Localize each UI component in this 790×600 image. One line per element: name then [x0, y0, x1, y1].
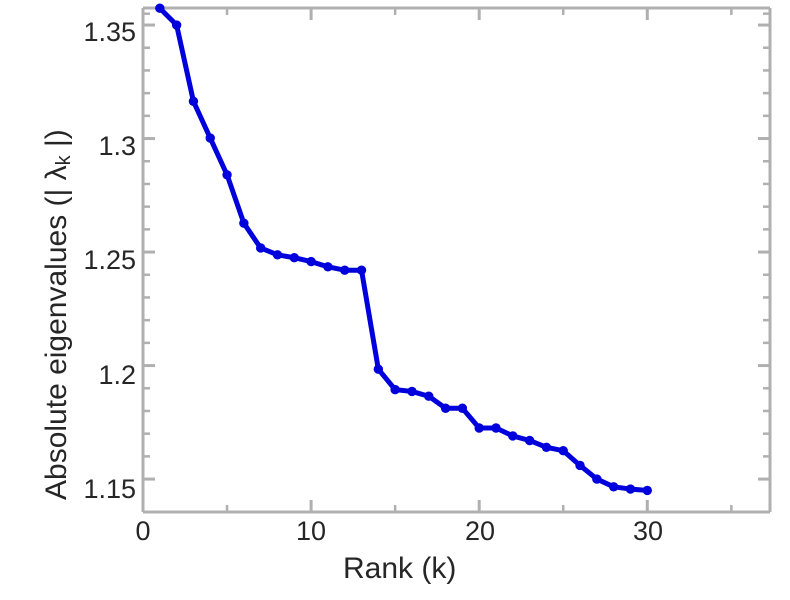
- x-axis-label: Rank (k): [343, 552, 457, 585]
- y-tick-label-1.35: 1.35: [83, 17, 136, 47]
- y-tick-label-1.2: 1.2: [98, 360, 136, 390]
- axes-frame: [141, 6, 772, 514]
- data-point-marker: [188, 96, 199, 107]
- x-tick-label-30: 30: [632, 516, 664, 546]
- data-point-marker: [575, 460, 585, 471]
- data-point-marker: [289, 253, 299, 263]
- data-point-marker: [424, 391, 434, 401]
- data-point-marker: [407, 386, 417, 397]
- y-tick-label-1.25: 1.25: [83, 245, 136, 275]
- x-tick-label-10: 10: [295, 516, 327, 546]
- y-axis-label-main: Absolute eigenvalues (| λ: [40, 165, 73, 500]
- data-point-marker: [356, 265, 367, 275]
- data-point-marker: [491, 423, 501, 433]
- data-point-marker: [272, 250, 283, 260]
- data-point-marker: [508, 431, 518, 441]
- data-point-marker: [608, 482, 619, 492]
- x-tick-label-0: 0: [135, 516, 151, 546]
- data-point-marker: [457, 403, 468, 413]
- x-tick-label-20: 20: [464, 516, 496, 546]
- data-point-marker: [625, 484, 636, 494]
- data-point-marker: [558, 446, 568, 456]
- data-point-marker: [474, 423, 484, 433]
- data-point-marker: [373, 364, 384, 374]
- data-point-marker: [155, 3, 165, 13]
- data-point-marker: [171, 20, 182, 30]
- y-tick-label-1.3: 1.3: [98, 131, 136, 161]
- data-point-marker: [541, 442, 552, 452]
- data-point-marker: [440, 403, 451, 413]
- y-tick-label-1.15: 1.15: [83, 474, 136, 504]
- data-point-marker: [205, 133, 215, 143]
- data-point-marker: [255, 243, 266, 253]
- axis-ticks: [143, 8, 770, 512]
- eigenvalue-line: [157, 5, 650, 493]
- eigenvalue-markers: [155, 3, 652, 496]
- data-point-marker: [222, 170, 232, 180]
- data-point-marker: [592, 474, 602, 484]
- y-axis-label: Absolute eigenvalues (| λk |): [40, 129, 76, 500]
- data-point-marker: [306, 256, 316, 267]
- data-point-marker: [323, 262, 333, 272]
- data-point-marker: [390, 384, 400, 395]
- data-point-marker: [642, 485, 652, 496]
- data-point-marker: [239, 218, 249, 228]
- data-point-marker: [340, 265, 350, 275]
- data-point-marker: [524, 435, 535, 446]
- data-series-layer: [155, 3, 652, 496]
